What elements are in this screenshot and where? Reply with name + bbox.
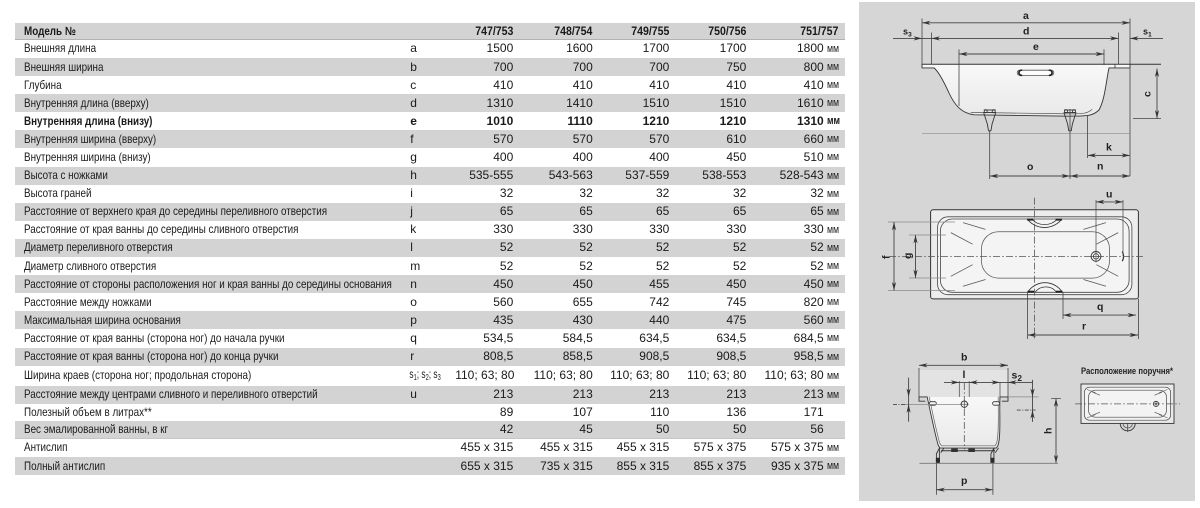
svg-text:s: s xyxy=(1012,369,1018,381)
svg-text:l: l xyxy=(963,369,966,381)
svg-text:1: 1 xyxy=(1148,31,1152,38)
svg-text:c: c xyxy=(1142,91,1154,97)
svg-text:b: b xyxy=(961,351,967,363)
svg-text:q: q xyxy=(1097,301,1103,313)
svg-text:3: 3 xyxy=(908,31,912,38)
svg-text:s: s xyxy=(1143,26,1148,36)
svg-text:o: o xyxy=(1027,161,1033,173)
svg-text:h: h xyxy=(1043,427,1055,433)
svg-text:k: k xyxy=(1106,141,1112,153)
svg-text:p: p xyxy=(961,475,967,487)
svg-text:a: a xyxy=(1023,10,1029,22)
svg-text:s: s xyxy=(903,26,908,36)
svg-text:e: e xyxy=(1033,41,1039,53)
svg-text:f: f xyxy=(881,255,893,259)
svg-text:2: 2 xyxy=(1018,374,1023,383)
svg-text:Расположение поручня*: Расположение поручня* xyxy=(1081,366,1173,377)
svg-text:g: g xyxy=(902,252,914,258)
svg-text:d: d xyxy=(1023,25,1029,37)
svg-text:n: n xyxy=(1097,160,1103,172)
svg-text:r: r xyxy=(1082,320,1086,332)
svg-text:u: u xyxy=(1106,188,1112,200)
